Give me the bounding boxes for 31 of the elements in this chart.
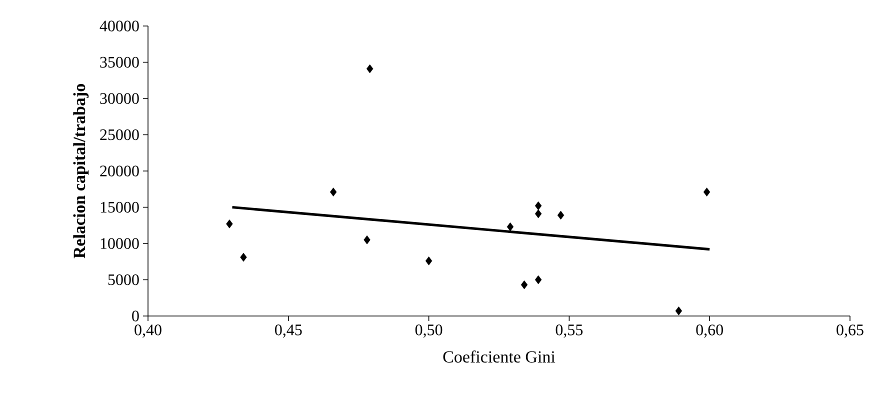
y-tick-label: 30000	[100, 93, 139, 104]
point	[364, 235, 370, 244]
point	[557, 210, 564, 220]
y-tick-label: 5000	[108, 274, 139, 286]
x-tick-label: 0,50	[415, 324, 442, 338]
x-axis-title: Coeficiente Gini	[443, 350, 556, 363]
point	[675, 306, 682, 316]
y-tick-label: 35000	[100, 56, 139, 68]
point	[330, 188, 337, 196]
point	[226, 220, 233, 228]
x-tick-label: 0,60	[696, 324, 723, 338]
x-tick-label: 0,65	[836, 324, 864, 338]
point	[534, 201, 542, 210]
x-tick-label: 0,45	[275, 324, 302, 338]
x-tick-label: 0,55	[556, 324, 583, 338]
y-tick-label: 15000	[100, 202, 139, 213]
y-tick-label: 0	[132, 310, 139, 322]
x-tick-label: 0,40	[134, 324, 162, 338]
point	[520, 280, 528, 290]
y-tick-label: 25000	[100, 129, 139, 140]
point	[366, 64, 374, 74]
point	[506, 222, 514, 232]
y-axis-title: Relacion capital/trabajo	[73, 84, 89, 258]
point	[240, 252, 247, 262]
point	[425, 256, 432, 266]
point	[703, 188, 710, 196]
point	[534, 209, 542, 218]
y-tick-label: 10000	[100, 238, 139, 249]
y-tick-label: 20000	[100, 166, 139, 176]
point	[534, 275, 542, 284]
y-tick-label: 40000	[100, 20, 139, 32]
